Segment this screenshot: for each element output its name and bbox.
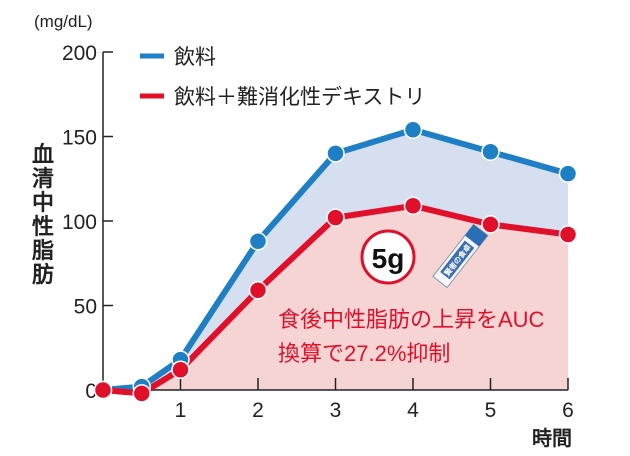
data-point-series-1 (558, 225, 578, 244)
badge-text: 5g (372, 243, 405, 274)
legend-label: 飲料＋難消化性デキストリ (174, 86, 425, 109)
data-point-series-0 (248, 232, 268, 251)
data-point-series-1 (481, 215, 500, 234)
x-tick-label: 5 (485, 399, 497, 422)
x-tick-label: 2 (252, 399, 264, 422)
data-point-series-0 (403, 120, 423, 139)
y-tick-label: 0 (85, 380, 97, 403)
badge-5g: 5g (360, 229, 416, 285)
data-point-series-0 (481, 142, 500, 161)
x-tick-label: 6 (562, 399, 574, 422)
data-point-series-1 (248, 281, 268, 300)
y-axis-label: 血清中性脂肪 (32, 142, 54, 287)
x-tick-label: 3 (330, 399, 342, 422)
data-point-series-1 (93, 380, 113, 400)
x-tick-label: 4 (407, 399, 419, 422)
data-point-series-0 (558, 164, 578, 183)
data-point-series-0 (326, 144, 345, 163)
y-unit-label: (mg/dL) (34, 12, 93, 31)
data-point-series-1 (132, 384, 151, 403)
y-tick-label: 200 (62, 42, 97, 65)
y-tick-label: 50 (74, 296, 97, 319)
data-point-series-1 (326, 208, 345, 227)
x-tick-label: 1 (175, 399, 187, 422)
y-tick-label: 150 (62, 127, 97, 150)
x-axis-label: 時間 (532, 426, 572, 450)
annotation-line-1: 食後中性脂肪の上昇をAUC (278, 307, 545, 332)
data-point-series-1 (171, 360, 190, 379)
annotation-line-2: 換算で27.2%抑制 (278, 341, 450, 366)
data-point-series-1 (403, 196, 423, 216)
y-tick-label: 100 (62, 211, 97, 234)
legend-label: 飲料 (174, 46, 216, 69)
